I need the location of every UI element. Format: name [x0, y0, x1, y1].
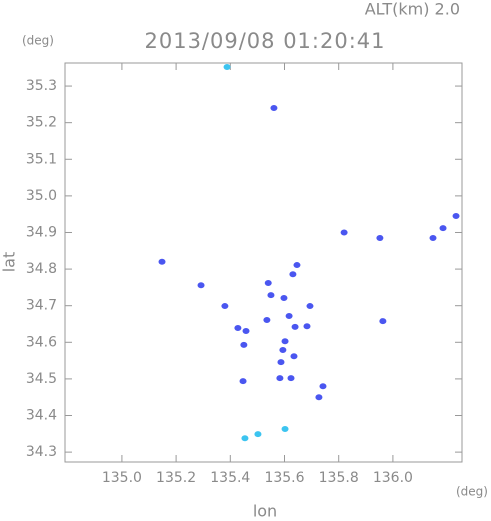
- echo-point: [340, 229, 348, 236]
- x-unit: (deg): [456, 485, 488, 499]
- y-tick-label: 35.2: [26, 115, 57, 131]
- y-tick-label: 34.3: [26, 444, 57, 460]
- y-tick-label: 34.7: [26, 298, 57, 314]
- echo-point: [254, 431, 262, 438]
- echo-point: [234, 325, 242, 332]
- echo-point: [197, 282, 205, 289]
- y-tick-label: 34.5: [26, 371, 57, 387]
- x-tick-label: 135.4: [210, 470, 250, 486]
- y-axis-label: lat: [0, 252, 19, 273]
- x-tick-label: 135.6: [264, 470, 304, 486]
- echo-point: [263, 316, 271, 323]
- echo-point: [270, 105, 278, 112]
- echo-point: [239, 378, 247, 385]
- echo-point: [240, 341, 248, 348]
- y-tick-label: 35.3: [26, 78, 57, 94]
- x-tick-label: 135.8: [319, 470, 359, 486]
- echo-point: [242, 327, 250, 334]
- echo-point: [452, 213, 460, 220]
- echo-point: [379, 318, 387, 325]
- y-tick-label: 34.9: [26, 224, 57, 240]
- echo-point: [277, 359, 285, 366]
- echo-point: [281, 426, 289, 433]
- x-tick-label: 136.0: [373, 470, 413, 486]
- y-tick-label: 34.4: [26, 408, 57, 424]
- echo-point: [285, 312, 293, 319]
- echo-point: [290, 353, 298, 360]
- echo-point: [319, 383, 327, 390]
- echo-point: [291, 323, 299, 330]
- echo-point: [281, 338, 289, 345]
- chart-title: 2013/09/08 01:20:41: [144, 29, 385, 53]
- echo-point: [289, 271, 297, 278]
- x-tick-label: 135.2: [156, 470, 196, 486]
- y-tick-label: 34.8: [26, 261, 57, 277]
- echo-point: [315, 394, 323, 401]
- plot-frame: [64, 62, 463, 463]
- altitude-label: ALT(km) 2.0: [365, 0, 460, 19]
- x-tick-label: 135.0: [102, 470, 142, 486]
- echo-point: [221, 303, 229, 310]
- echo-point: [267, 292, 275, 299]
- y-tick-label: 34.6: [26, 334, 57, 350]
- x-axis-label: lon: [253, 502, 277, 521]
- echo-point: [293, 262, 301, 269]
- echo-point: [287, 375, 295, 382]
- echo-point: [376, 234, 384, 241]
- echo-point: [264, 279, 272, 286]
- y-tick-label: 35.1: [26, 151, 57, 167]
- echo-point: [158, 258, 166, 265]
- echo-point: [429, 234, 437, 241]
- echo-point: [439, 225, 447, 232]
- echo-point: [280, 295, 288, 302]
- y-unit: (deg): [22, 34, 54, 48]
- y-tick-label: 35.0: [26, 188, 57, 204]
- echo-point: [241, 435, 249, 442]
- echo-point: [303, 323, 311, 330]
- echo-point: [279, 346, 287, 353]
- echo-point: [306, 303, 314, 310]
- echo-point: [276, 375, 284, 382]
- echo-point: [223, 64, 231, 71]
